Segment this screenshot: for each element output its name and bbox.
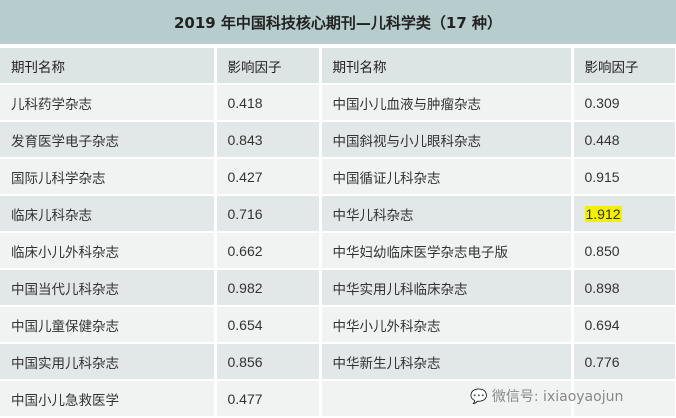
impact-factor: 0.856 xyxy=(227,353,263,370)
journal-name: 中华妇幼临床医学杂志电子版 xyxy=(332,244,509,261)
impact-factor-cell: 0.418 xyxy=(215,84,322,122)
watermark: 💬 微信号: ixiaoyaojun xyxy=(470,389,623,405)
table-row: 发育医学电子杂志 0.843 中国斜视与小儿眼科杂志 0.448 xyxy=(0,121,676,159)
journal-name-cell: 中华妇幼临床医学杂志电子版 xyxy=(320,232,574,270)
journal-name-cell: 国际儿科学杂志 xyxy=(0,158,217,196)
journal-name: 国际儿科学杂志 xyxy=(11,170,106,187)
journal-name: 中国当代儿科杂志 xyxy=(11,281,119,298)
header-impact-factor: 影响因子 xyxy=(572,48,676,85)
table-row: 儿科药学杂志 0.418 中国小儿血液与肿瘤杂志 0.309 xyxy=(0,84,676,122)
journal-name-cell: 中华儿科杂志 xyxy=(320,195,574,233)
table-row: 临床儿科杂志 0.716 中华儿科杂志 1.912 xyxy=(0,195,676,233)
journal-name: 中华儿科杂志 xyxy=(332,207,414,224)
journal-name-cell: 临床小儿外科杂志 xyxy=(0,232,217,270)
journal-name: 中华实用儿科临床杂志 xyxy=(332,281,468,298)
header-journal-name: 期刊名称 xyxy=(0,48,217,85)
table-row: 临床小儿外科杂志 0.662 中华妇幼临床医学杂志电子版 0.850 xyxy=(0,232,676,270)
impact-factor: 0.982 xyxy=(227,279,263,296)
impact-factor: 0.694 xyxy=(584,316,620,333)
impact-factor-cell: 0.915 xyxy=(572,158,676,196)
impact-factor: 0.776 xyxy=(584,353,620,370)
journal-name-cell: 中华实用儿科临床杂志 xyxy=(320,269,574,307)
table-row: 国际儿科学杂志 0.427 中国循证儿科杂志 0.915 xyxy=(0,158,676,196)
impact-factor-cell: 0.982 xyxy=(215,269,322,307)
impact-factor: 0.448 xyxy=(584,131,620,148)
header-impact-factor: 影响因子 xyxy=(215,48,322,85)
table-title: 2019 年中国科技核心期刊—儿科学类（17 种） xyxy=(0,0,676,48)
impact-factor-cell: 0.309 xyxy=(572,84,676,122)
impact-factor: 0.662 xyxy=(227,242,263,259)
header-row: 期刊名称 影响因子 期刊名称 影响因子 xyxy=(0,48,676,85)
impact-factor-cell: 0.843 xyxy=(215,121,322,159)
journal-name: 中国小儿血液与肿瘤杂志 xyxy=(332,96,482,113)
journal-name-cell: 中华小儿外科杂志 xyxy=(320,306,574,344)
impact-factor: 0.309 xyxy=(584,94,620,111)
journal-name: 儿科药学杂志 xyxy=(11,96,92,113)
table-row: 中国儿童保健杂志 0.654 中华小儿外科杂志 0.694 xyxy=(0,306,676,344)
table-row: 中国实用儿科杂志 0.856 中华新生儿科杂志 0.776 xyxy=(0,343,676,381)
journal-name: 中国斜视与小儿眼科杂志 xyxy=(332,133,482,150)
impact-factor: 0.418 xyxy=(227,94,263,111)
journal-name: 中华新生儿科杂志 xyxy=(332,355,441,372)
impact-factor-cell: 0.856 xyxy=(215,343,322,381)
impact-factor: 0.654 xyxy=(227,316,263,333)
journal-name-cell: 中国小儿血液与肿瘤杂志 xyxy=(320,84,574,122)
impact-factor: 0.477 xyxy=(227,390,263,407)
impact-factor-cell: 0.776 xyxy=(572,343,676,381)
impact-factor-cell: 0.448 xyxy=(572,121,676,159)
journal-name-cell: 中华新生儿科杂志 xyxy=(320,343,574,381)
impact-factor-cell: 0.654 xyxy=(215,306,322,344)
journal-name: 中华小儿外科杂志 xyxy=(332,318,441,335)
journal-name-cell: 中国实用儿科杂志 xyxy=(0,343,217,381)
impact-factor: 0.716 xyxy=(227,205,263,222)
impact-factor: 0.427 xyxy=(227,168,263,185)
impact-factor: 0.843 xyxy=(227,131,263,148)
journal-name-cell: 中国当代儿科杂志 xyxy=(0,269,217,307)
journal-name: 中国儿童保健杂志 xyxy=(11,318,119,335)
journal-name-cell: 儿科药学杂志 xyxy=(0,84,217,122)
table-row: 中国当代儿科杂志 0.982 中华实用儿科临床杂志 0.898 xyxy=(0,269,676,307)
impact-factor-cell: 0.427 xyxy=(215,158,322,196)
journal-name: 中国循证儿科杂志 xyxy=(332,170,441,187)
journal-table: 期刊名称 影响因子 期刊名称 影响因子 儿科药学杂志 0.418 中国小儿血液与肿瘤… xyxy=(0,48,676,418)
journal-name: 中国实用儿科杂志 xyxy=(11,355,119,372)
impact-factor-cell: 0.716 xyxy=(215,195,322,233)
watermark-text: 微信号: ixiaoyaojun xyxy=(491,389,624,405)
journal-name-cell: 中国循证儿科杂志 xyxy=(320,158,574,196)
journal-name-cell: 中国小儿急救医学 xyxy=(0,380,217,418)
impact-factor-cell: 0.477 xyxy=(215,380,322,418)
journal-name: 临床儿科杂志 xyxy=(11,207,92,224)
journal-name: 中国小儿急救医学 xyxy=(11,392,119,409)
wechat-icon: 💬 xyxy=(470,389,488,405)
impact-factor-cell: 1.912 xyxy=(572,195,676,233)
impact-factor-cell: 0.694 xyxy=(572,306,676,344)
journal-name-cell: 临床儿科杂志 xyxy=(0,195,217,233)
impact-factor: 0.915 xyxy=(584,168,620,185)
journal-name-cell: 中国斜视与小儿眼科杂志 xyxy=(320,121,574,159)
impact-factor: 1.912 xyxy=(584,205,622,222)
journal-name: 临床小儿外科杂志 xyxy=(11,244,119,261)
impact-factor: 0.898 xyxy=(584,279,620,296)
header-journal-name: 期刊名称 xyxy=(320,48,574,85)
impact-factor: 0.850 xyxy=(584,242,620,259)
journal-name-cell: 发育医学电子杂志 xyxy=(0,121,217,159)
impact-factor-cell: 0.662 xyxy=(215,232,322,270)
impact-factor-cell: 0.898 xyxy=(572,269,676,307)
journal-name: 发育医学电子杂志 xyxy=(11,133,119,150)
journal-name-cell: 中国儿童保健杂志 xyxy=(0,306,217,344)
impact-factor-cell: 0.850 xyxy=(572,232,676,270)
